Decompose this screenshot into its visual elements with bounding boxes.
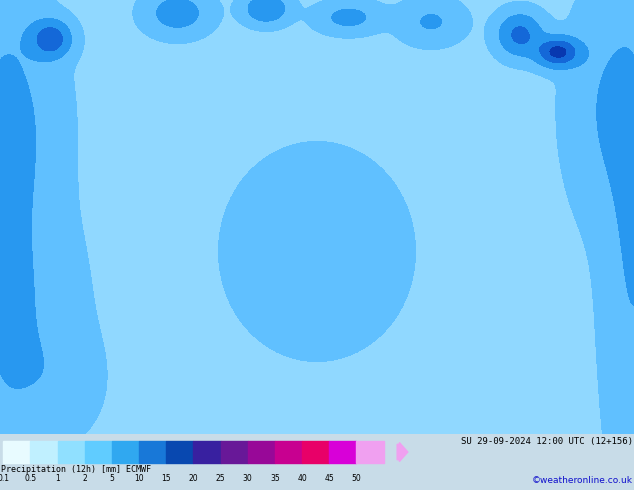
Text: 10: 10 — [134, 474, 144, 483]
Bar — [329, 441, 356, 463]
Bar — [85, 441, 112, 463]
Text: 50: 50 — [351, 474, 361, 483]
Bar — [356, 441, 384, 463]
Bar — [302, 441, 329, 463]
Text: 0.1: 0.1 — [0, 474, 9, 483]
Bar — [166, 441, 193, 463]
Text: 30: 30 — [243, 474, 252, 483]
Text: SU 29-09-2024 12:00 UTC (12+156): SU 29-09-2024 12:00 UTC (12+156) — [461, 437, 633, 446]
Text: 15: 15 — [162, 474, 171, 483]
Text: 0.5: 0.5 — [24, 474, 36, 483]
Text: Precipitation (12h) [mm] ECMWF: Precipitation (12h) [mm] ECMWF — [1, 465, 152, 473]
Bar — [3, 441, 30, 463]
Text: 5: 5 — [110, 474, 114, 483]
Bar — [139, 441, 166, 463]
Text: 40: 40 — [297, 474, 307, 483]
Text: 1: 1 — [55, 474, 60, 483]
Bar — [248, 441, 275, 463]
FancyArrow shape — [397, 442, 408, 462]
Bar — [30, 441, 58, 463]
Text: ©weatheronline.co.uk: ©weatheronline.co.uk — [532, 476, 633, 485]
Bar — [275, 441, 302, 463]
Text: 20: 20 — [188, 474, 198, 483]
Bar — [221, 441, 248, 463]
Text: 25: 25 — [216, 474, 225, 483]
Bar — [58, 441, 85, 463]
Bar — [112, 441, 139, 463]
Bar — [193, 441, 221, 463]
Text: 35: 35 — [270, 474, 280, 483]
Text: 45: 45 — [325, 474, 334, 483]
Text: 2: 2 — [82, 474, 87, 483]
